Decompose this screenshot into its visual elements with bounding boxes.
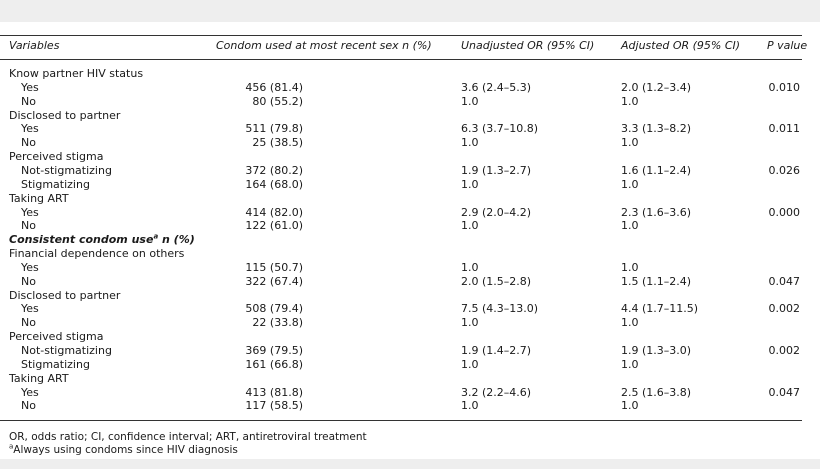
- row-unadjusted-or: 1.0: [461, 399, 479, 413]
- section-heading-sup: a: [153, 232, 159, 241]
- footnote-a-text: Always using condoms since HIV diagnosis: [13, 444, 238, 456]
- row-label: Yes: [21, 385, 39, 399]
- row-label: Yes: [21, 260, 39, 274]
- row-label: Yes: [21, 80, 39, 94]
- section-heading-suffix: n (%): [158, 233, 195, 247]
- row-count-percent: 414 (82.0): [245, 205, 303, 219]
- group-label: Taking ART: [9, 191, 69, 205]
- row-unadjusted-or: 1.0: [461, 316, 479, 330]
- row-adjusted-or: 1.0: [621, 260, 639, 274]
- row-count-percent: 322 (67.4): [245, 274, 303, 288]
- header-rule: [0, 59, 802, 60]
- group-label: Disclosed to partner: [9, 288, 121, 302]
- row-adjusted-or: 1.0: [621, 399, 639, 413]
- row-adjusted-or: 1.0: [621, 136, 639, 150]
- row-count-percent: 508 (79.4): [245, 302, 303, 316]
- row-count-percent: 161 (66.8): [245, 357, 303, 371]
- footnote-a-mark: a: [9, 442, 14, 451]
- group-label: Know partner HIV status: [9, 67, 144, 80]
- row-count-percent: 122 (61.0): [245, 219, 303, 233]
- row-adjusted-or: 1.0: [621, 357, 639, 371]
- header-unadjusted-or: Unadjusted OR (95% CI): [461, 39, 595, 52]
- row-unadjusted-or: 1.9 (1.4–2.7): [461, 344, 532, 357]
- row-adjusted-or: 2.5 (1.6–3.8): [621, 385, 692, 399]
- row-adjusted-or: 4.4 (1.7–11.5): [621, 302, 699, 316]
- row-p-value: 0.047: [768, 274, 801, 288]
- group-label: Financial dependence on others: [9, 247, 185, 261]
- row-label: Stigmatizing: [21, 177, 90, 191]
- row-adjusted-or: 1.0: [621, 219, 639, 233]
- row-label: No: [21, 399, 36, 413]
- row-p-value: 0.011: [768, 122, 801, 136]
- row-label: Stigmatizing: [21, 357, 90, 371]
- row-unadjusted-or: 7.5 (4.3–13.0): [461, 302, 539, 316]
- group-label: Taking ART: [9, 371, 69, 385]
- row-adjusted-or: 1.5 (1.1–2.4): [621, 274, 692, 288]
- row-unadjusted-or: 6.3 (3.7–10.8): [461, 122, 539, 136]
- row-adjusted-or: 1.0: [621, 94, 639, 108]
- row-label: Yes: [21, 302, 39, 316]
- section-heading-text: Consistent condom use: [9, 233, 154, 247]
- row-label: No: [21, 274, 36, 288]
- row-count-percent: 369 (79.5): [245, 344, 303, 357]
- footnote-abbreviations: OR, odds ratio; CI, confidence interval;…: [9, 431, 367, 443]
- row-unadjusted-or: 3.2 (2.2–4.6): [461, 385, 532, 399]
- row-adjusted-or: 2.3 (1.6–3.6): [621, 205, 692, 219]
- row-unadjusted-or: 1.0: [461, 357, 479, 371]
- header-adjusted-or: Adjusted OR (95% CI): [621, 39, 741, 52]
- row-unadjusted-or: 3.6 (2.4–5.3): [461, 80, 532, 94]
- bottom-rule: [0, 420, 802, 421]
- row-unadjusted-or: 2.9 (2.0–4.2): [461, 205, 532, 219]
- row-count-percent: 80 (55.2): [252, 94, 303, 108]
- header-p-value: P value: [767, 39, 808, 52]
- row-count-percent: 117 (58.5): [245, 399, 303, 413]
- row-count-percent: 456 (81.4): [245, 80, 303, 94]
- row-adjusted-or: 1.6 (1.1–2.4): [621, 163, 692, 177]
- row-unadjusted-or: 1.0: [461, 94, 479, 108]
- row-adjusted-or: 1.0: [621, 316, 639, 330]
- row-adjusted-or: 3.3 (1.3–8.2): [621, 122, 692, 136]
- row-label: Yes: [21, 205, 39, 219]
- row-label: Not-stigmatizing: [21, 163, 112, 177]
- row-adjusted-or: 1.9 (1.3–3.0): [621, 344, 692, 357]
- top-rule: [0, 35, 802, 36]
- row-p-value: 0.000: [768, 205, 801, 219]
- section-heading: Consistent condom usea n (%): [9, 233, 195, 246]
- row-count-percent: 25 (38.5): [252, 136, 303, 150]
- row-p-value: 0.010: [768, 80, 801, 94]
- row-p-value: 0.047: [768, 385, 801, 399]
- table-page: Variables Condom used at most recent sex…: [0, 22, 820, 459]
- group-label: Perceived stigma: [9, 330, 104, 344]
- group-label: Disclosed to partner: [9, 108, 121, 122]
- row-label: Not-stigmatizing: [21, 344, 112, 357]
- header-variables: Variables: [9, 39, 60, 52]
- row-label: Yes: [21, 122, 39, 136]
- row-unadjusted-or: 1.0: [461, 177, 479, 191]
- row-unadjusted-or: 1.0: [461, 260, 479, 274]
- row-count-percent: 115 (50.7): [245, 260, 303, 274]
- row-p-value: 0.026: [768, 163, 801, 177]
- row-count-percent: 413 (81.8): [245, 385, 303, 399]
- row-count-percent: 372 (80.2): [245, 163, 303, 177]
- row-label: No: [21, 94, 36, 108]
- row-adjusted-or: 1.0: [621, 177, 639, 191]
- row-label: No: [21, 316, 36, 330]
- row-count-percent: 22 (33.8): [252, 316, 303, 330]
- row-p-value: 0.002: [768, 302, 801, 316]
- footnote-a: aAlways using condoms since HIV diagnosi…: [9, 442, 238, 456]
- row-count-percent: 511 (79.8): [245, 122, 303, 136]
- row-label: No: [21, 219, 36, 233]
- row-unadjusted-or: 1.0: [461, 136, 479, 150]
- row-p-value: 0.002: [768, 344, 801, 357]
- row-unadjusted-or: 1.9 (1.3–2.7): [461, 163, 532, 177]
- group-label: Perceived stigma: [9, 150, 104, 164]
- row-unadjusted-or: 2.0 (1.5–2.8): [461, 274, 532, 288]
- row-label: No: [21, 136, 36, 150]
- row-count-percent: 164 (68.0): [245, 177, 303, 191]
- row-unadjusted-or: 1.0: [461, 219, 479, 233]
- row-adjusted-or: 2.0 (1.2–3.4): [621, 80, 692, 94]
- header-condom-used: Condom used at most recent sex n (%): [216, 39, 432, 52]
